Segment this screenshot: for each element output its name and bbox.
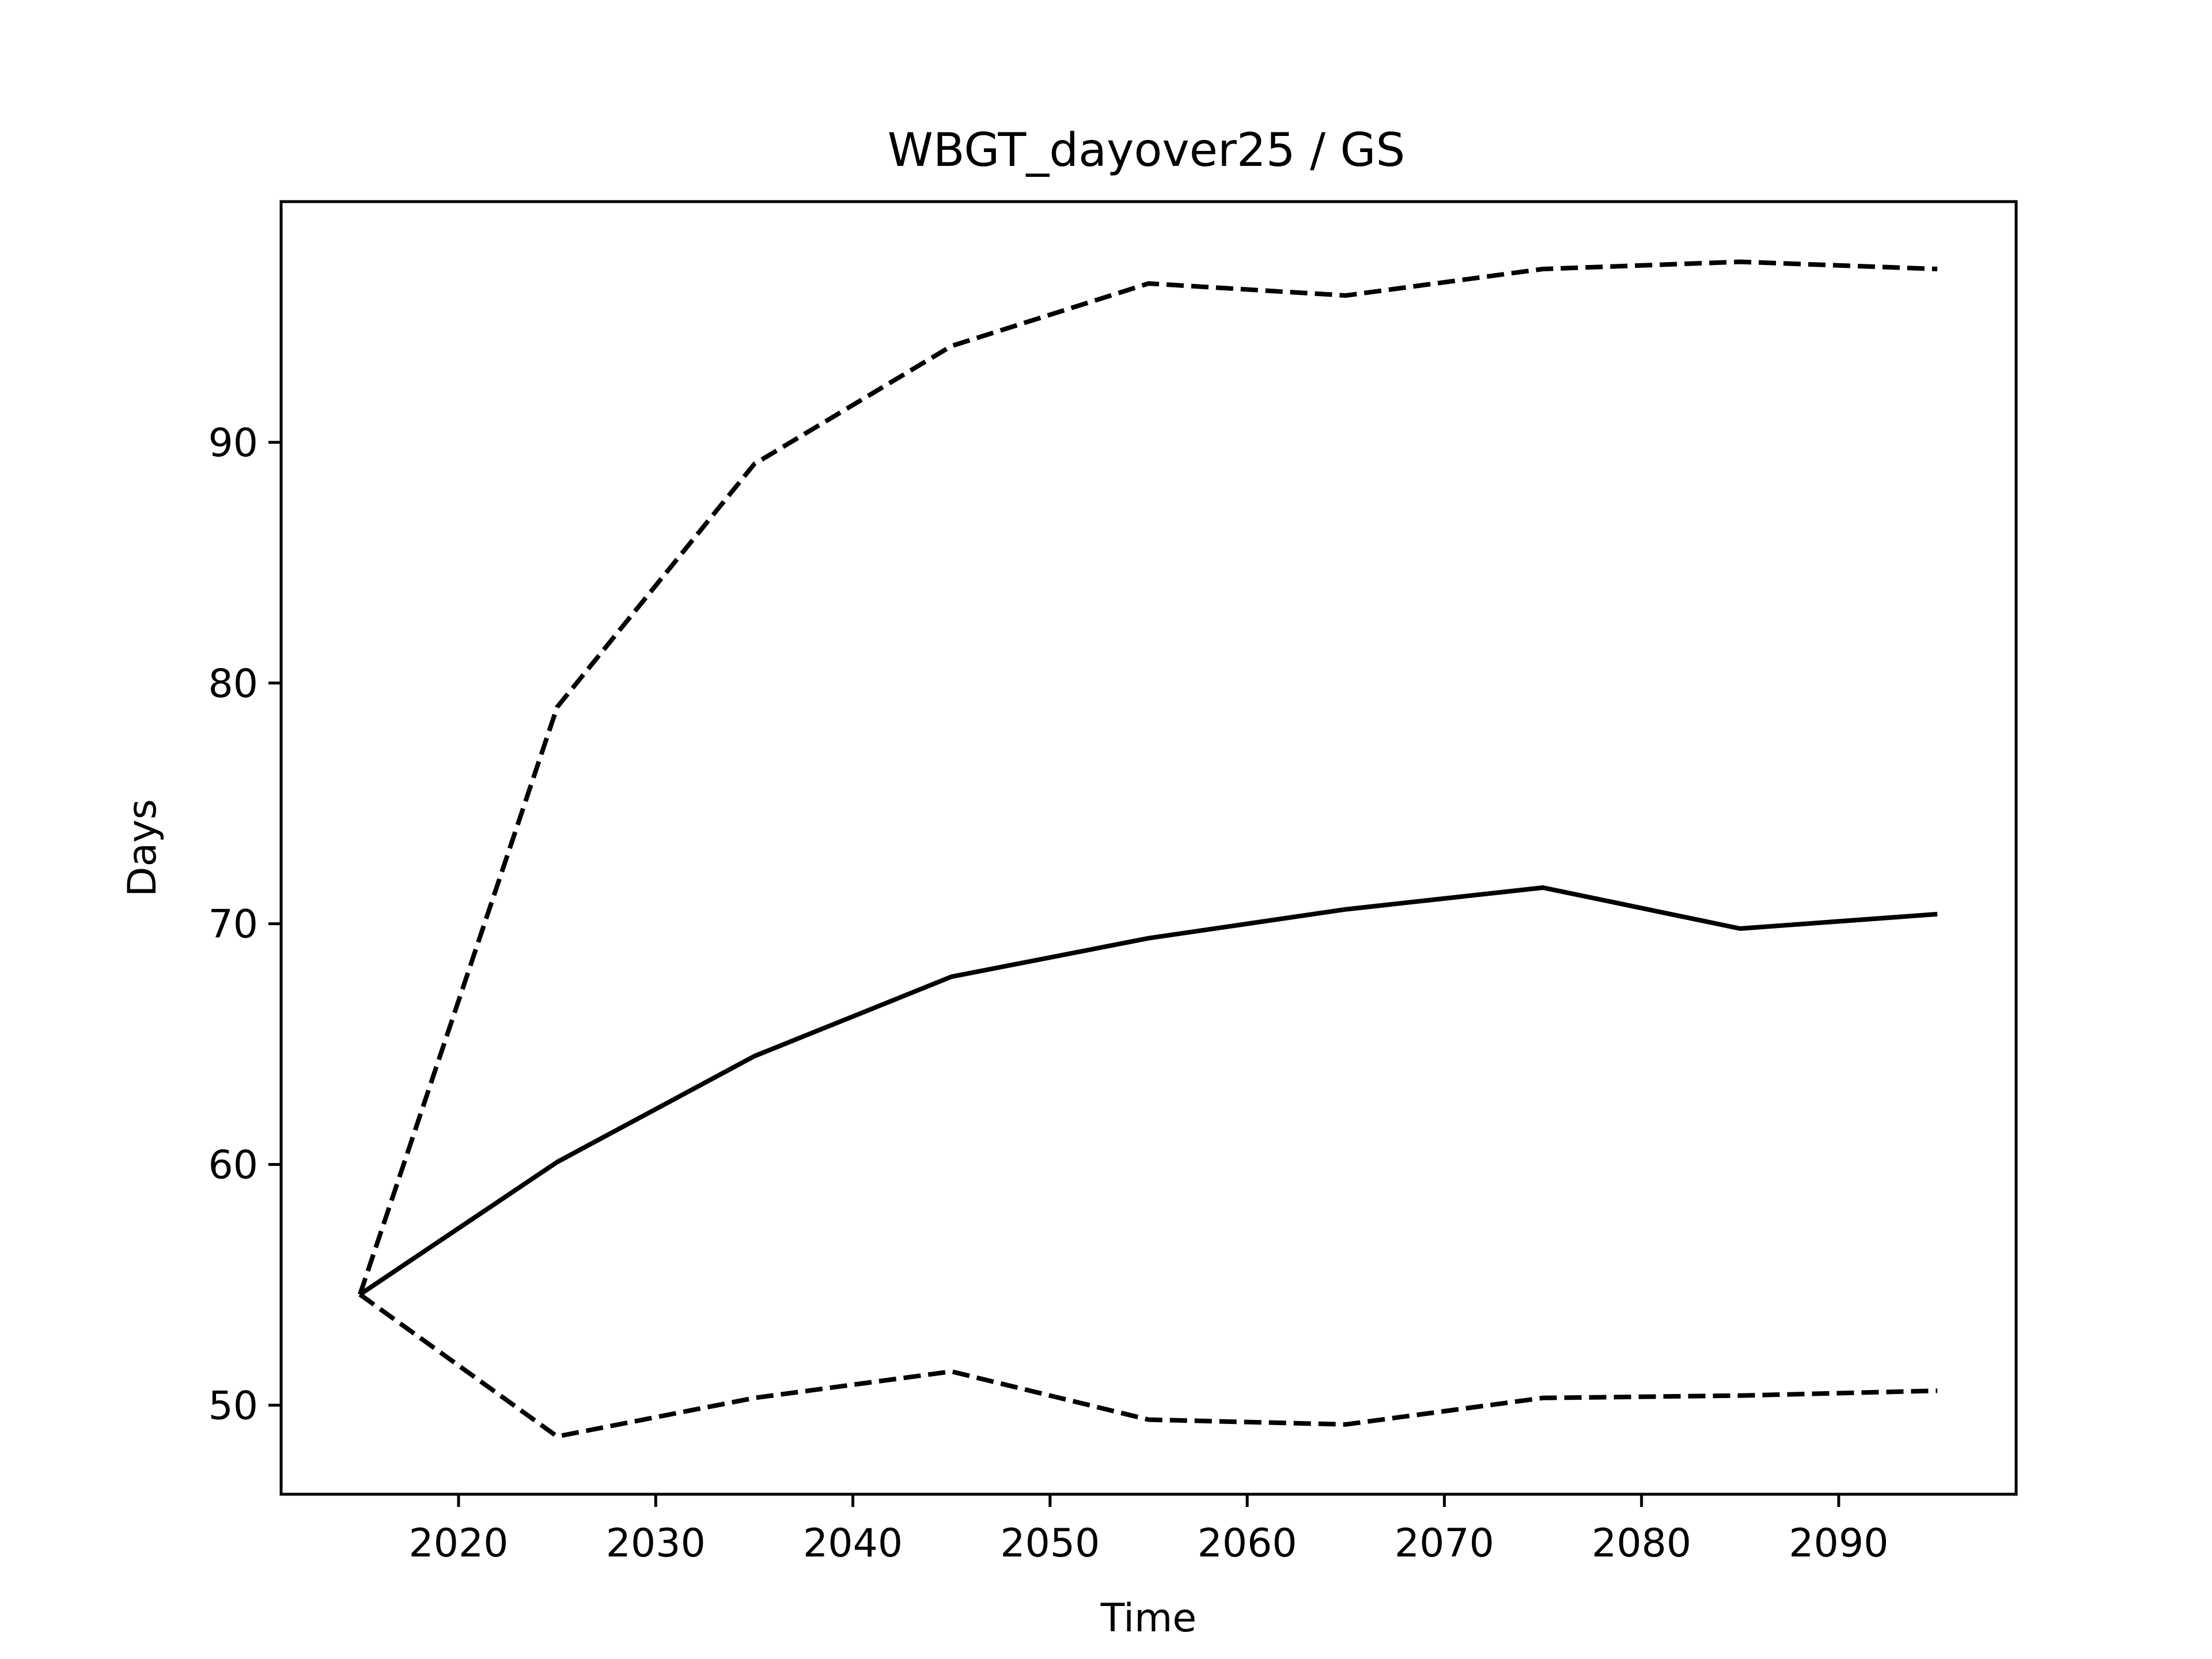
x-tick-label: 2070 bbox=[1395, 1521, 1494, 1566]
lower-bound-dashed-line bbox=[358, 1292, 1938, 1439]
x-tick-label: 2040 bbox=[803, 1521, 903, 1566]
y-tick-label: 60 bbox=[208, 1143, 258, 1188]
y-tick-label: 50 bbox=[208, 1383, 258, 1429]
x-axis-label: Time bbox=[1100, 1596, 1196, 1641]
y-tick-label: 70 bbox=[208, 902, 258, 948]
series-layer bbox=[358, 259, 1938, 1439]
y-axis: 50 60 70 80 90 bbox=[208, 421, 281, 1429]
x-tick-label: 2090 bbox=[1789, 1521, 1888, 1566]
x-tick-label: 2050 bbox=[1000, 1521, 1100, 1566]
median-solid-line bbox=[358, 885, 1938, 1297]
x-tick-label: 2030 bbox=[606, 1521, 706, 1566]
x-tick-label: 2020 bbox=[409, 1521, 509, 1566]
x-tick-label: 2060 bbox=[1198, 1521, 1297, 1566]
y-tick-label: 80 bbox=[208, 661, 258, 707]
y-tick-label: 90 bbox=[208, 421, 258, 466]
x-tick-label: 2080 bbox=[1592, 1521, 1691, 1566]
chart-title: WBGT_dayover25 / GS bbox=[888, 123, 1406, 177]
x-axis: 2020 2030 2040 2050 2060 2070 2080 2090 bbox=[409, 1494, 1888, 1566]
plot-frame bbox=[279, 200, 2018, 1496]
y-axis-label: Days bbox=[120, 799, 165, 897]
upper-bound-dashed-line bbox=[358, 259, 1938, 1296]
